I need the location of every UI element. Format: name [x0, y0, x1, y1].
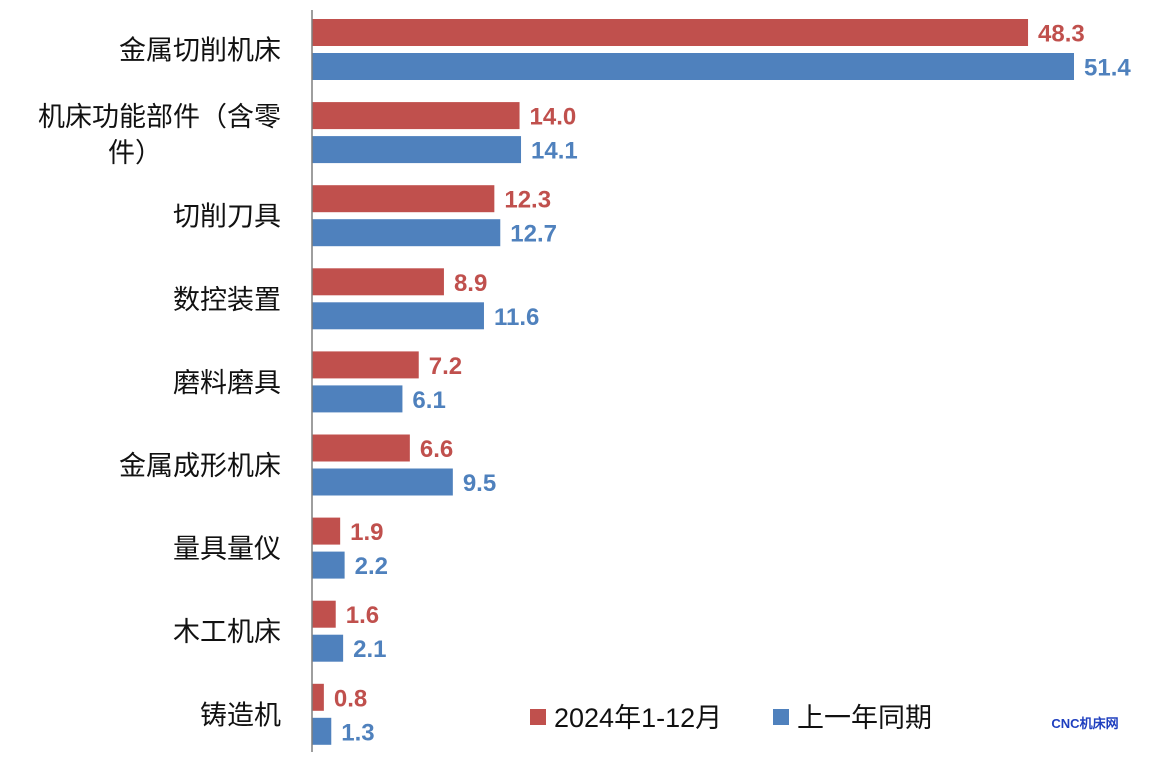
bar-current-0 [312, 19, 1029, 46]
bar-prior-3 [312, 302, 484, 330]
value-label-current-5: 6.6 [420, 436, 453, 463]
category-label-2: 切削刀具 [173, 202, 281, 232]
value-label-prior-4: 6.1 [412, 387, 445, 414]
value-label-current-1: 14.0 [530, 104, 577, 131]
bar-current-8 [312, 683, 324, 711]
category-label-5: 金属成形机床 [119, 451, 281, 481]
bar-current-7 [312, 600, 336, 628]
category-label-7: 木工机床 [173, 617, 281, 647]
bar-current-2 [312, 185, 495, 213]
legend: 2024年1-12月 上一年同期 [530, 703, 932, 733]
category-label-0: 金属切削机床 [119, 36, 281, 66]
value-label-prior-1: 14.1 [531, 138, 578, 165]
value-label-prior-8: 1.3 [341, 719, 374, 746]
value-label-prior-5: 9.5 [463, 470, 496, 497]
category-label-6: 量具量仪 [173, 534, 281, 564]
bar-current-1 [312, 102, 520, 130]
value-label-current-6: 1.9 [350, 519, 383, 546]
bar-prior-8 [312, 717, 332, 745]
value-label-prior-6: 2.2 [355, 553, 388, 580]
watermark: CNC机床网 [1051, 716, 1118, 731]
value-label-prior-7: 2.1 [353, 636, 386, 663]
category-label-1-line2: 件） [108, 138, 162, 168]
bar-current-4 [312, 351, 419, 379]
category-label-8: 铸造机 [200, 700, 281, 730]
category-label-1-line1: 机床功能部件（含零 [38, 102, 281, 132]
value-label-current-0: 48.3 [1038, 21, 1085, 48]
value-label-prior-0: 51.4 [1084, 55, 1131, 82]
value-label-current-3: 8.9 [454, 270, 487, 297]
category-label-4: 磨料磨具 [173, 368, 281, 398]
bar-prior-2 [312, 219, 501, 247]
labels-layer: 48.3 51.4 金属切削机床 14.0 14.1 机床功能部件（含零件） 12.3 12.… [38, 21, 1131, 747]
value-label-current-8: 0.8 [334, 685, 367, 712]
bar-prior-1 [312, 136, 522, 164]
bar-prior-5 [312, 468, 453, 496]
value-label-current-4: 7.2 [429, 353, 462, 380]
value-label-current-2: 12.3 [504, 187, 551, 214]
value-label-prior-3: 11.6 [494, 304, 539, 331]
bar-current-3 [312, 268, 444, 296]
bars-layer [312, 19, 1074, 745]
bar-prior-0 [312, 53, 1074, 80]
legend-swatch-1 [773, 709, 789, 725]
bar-prior-7 [312, 634, 344, 662]
value-label-current-7: 1.6 [346, 602, 379, 629]
value-label-prior-2: 12.7 [510, 221, 557, 248]
legend-swatch-0 [530, 709, 546, 725]
bar-prior-6 [312, 551, 345, 579]
bar-current-6 [312, 517, 341, 545]
legend-label-0: 2024年1-12月 [554, 703, 722, 733]
bar-prior-4 [312, 385, 403, 413]
category-label-3: 数控装置 [173, 285, 281, 315]
bar-current-5 [312, 434, 410, 462]
legend-label-1: 上一年同期 [797, 703, 932, 733]
